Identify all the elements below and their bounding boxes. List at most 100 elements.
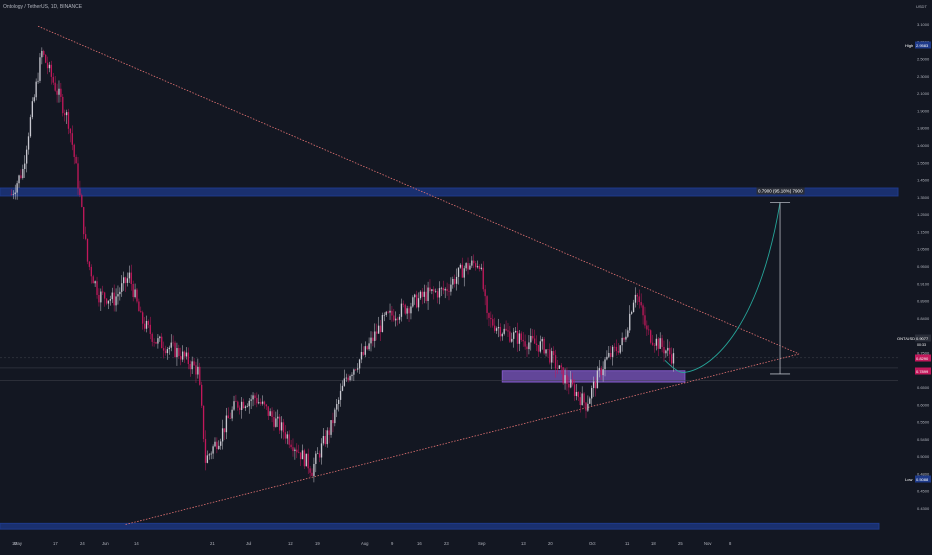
candle-body bbox=[73, 144, 75, 157]
candle-body bbox=[296, 449, 298, 453]
candle bbox=[383, 312, 385, 322]
candle-body bbox=[124, 277, 127, 283]
candle-body bbox=[298, 452, 300, 453]
candle bbox=[250, 394, 252, 410]
y-tick-label: 1.2500 bbox=[917, 212, 930, 217]
candle-body bbox=[476, 266, 479, 268]
candle-body bbox=[406, 308, 408, 314]
candle-body bbox=[522, 339, 524, 342]
candle-body bbox=[221, 428, 224, 442]
candle bbox=[364, 341, 366, 358]
candle-body bbox=[322, 436, 325, 444]
candle-body bbox=[651, 342, 654, 345]
candle bbox=[617, 343, 619, 355]
candle-body bbox=[663, 346, 665, 354]
candle bbox=[594, 377, 597, 397]
candle-body bbox=[395, 318, 397, 321]
candle bbox=[651, 334, 654, 347]
candle bbox=[259, 398, 262, 406]
candle-body bbox=[370, 337, 372, 344]
candle-body bbox=[398, 316, 401, 320]
candle bbox=[387, 310, 389, 314]
candle-body bbox=[632, 302, 635, 313]
candle bbox=[296, 443, 298, 459]
candle bbox=[159, 335, 161, 342]
candle-body bbox=[379, 325, 382, 332]
candle bbox=[636, 293, 639, 306]
candle-body bbox=[309, 468, 311, 473]
candle-body bbox=[627, 330, 629, 337]
candle bbox=[358, 358, 361, 374]
candle-body bbox=[180, 355, 182, 360]
price-badge-bg bbox=[915, 354, 931, 362]
candle-body bbox=[145, 320, 148, 329]
candle-body bbox=[130, 272, 132, 284]
candle bbox=[412, 295, 414, 308]
candle bbox=[41, 47, 43, 65]
candle-body bbox=[343, 378, 346, 386]
candle-body bbox=[58, 88, 60, 95]
candle bbox=[44, 54, 47, 64]
candle-body bbox=[155, 342, 157, 344]
candle bbox=[556, 359, 559, 375]
candle-body bbox=[556, 368, 559, 369]
candle-body bbox=[109, 299, 112, 301]
x-tick-label: 9 bbox=[391, 541, 394, 546]
y-tick-label: 1.9000 bbox=[917, 108, 930, 113]
candle-body bbox=[212, 446, 214, 454]
candle-body bbox=[88, 261, 91, 267]
candle bbox=[562, 367, 564, 385]
candle-body bbox=[573, 384, 576, 396]
candle bbox=[357, 363, 359, 373]
candle bbox=[507, 322, 509, 337]
candle-body bbox=[107, 300, 110, 304]
candle bbox=[406, 305, 408, 320]
candle-body bbox=[347, 377, 349, 381]
candle bbox=[339, 383, 342, 407]
y-tick-label: 1.6000 bbox=[917, 143, 930, 148]
x-tick-label: 24 bbox=[80, 541, 85, 546]
candle bbox=[543, 336, 545, 355]
candle-body bbox=[471, 260, 473, 266]
candle-body bbox=[669, 347, 671, 355]
candle-body bbox=[254, 395, 256, 398]
candle-body bbox=[244, 406, 247, 409]
candle bbox=[655, 334, 658, 351]
candle-body bbox=[579, 397, 581, 406]
candle-body bbox=[189, 364, 191, 370]
candle-body bbox=[46, 62, 49, 69]
candle-body bbox=[258, 402, 260, 404]
candle-body bbox=[486, 296, 488, 313]
candle-body bbox=[275, 418, 277, 427]
candle-body bbox=[457, 267, 460, 277]
candle-body bbox=[414, 294, 416, 298]
candle bbox=[450, 277, 452, 296]
candle bbox=[102, 285, 104, 295]
candle bbox=[326, 427, 328, 448]
candle bbox=[608, 346, 610, 359]
candle-body bbox=[113, 292, 115, 306]
candle bbox=[107, 300, 110, 310]
candle bbox=[227, 407, 229, 419]
candle-body bbox=[185, 352, 188, 357]
candle bbox=[98, 288, 100, 307]
candle bbox=[92, 274, 94, 284]
candle-body bbox=[566, 375, 568, 384]
candle bbox=[610, 345, 612, 360]
candle bbox=[629, 305, 631, 333]
candle-body bbox=[157, 338, 159, 344]
candle bbox=[589, 396, 591, 404]
candle-body bbox=[560, 365, 562, 368]
candle-body bbox=[326, 430, 328, 445]
measure-label-bg bbox=[756, 187, 805, 195]
candle bbox=[374, 323, 376, 348]
candle bbox=[105, 297, 108, 306]
candle-body bbox=[665, 350, 667, 354]
price-badge: Low 0.5088 bbox=[905, 475, 931, 483]
candle bbox=[596, 366, 599, 389]
candle-body bbox=[672, 353, 675, 364]
candle-body bbox=[606, 356, 608, 360]
candle-body bbox=[140, 311, 142, 313]
candle bbox=[395, 311, 397, 327]
